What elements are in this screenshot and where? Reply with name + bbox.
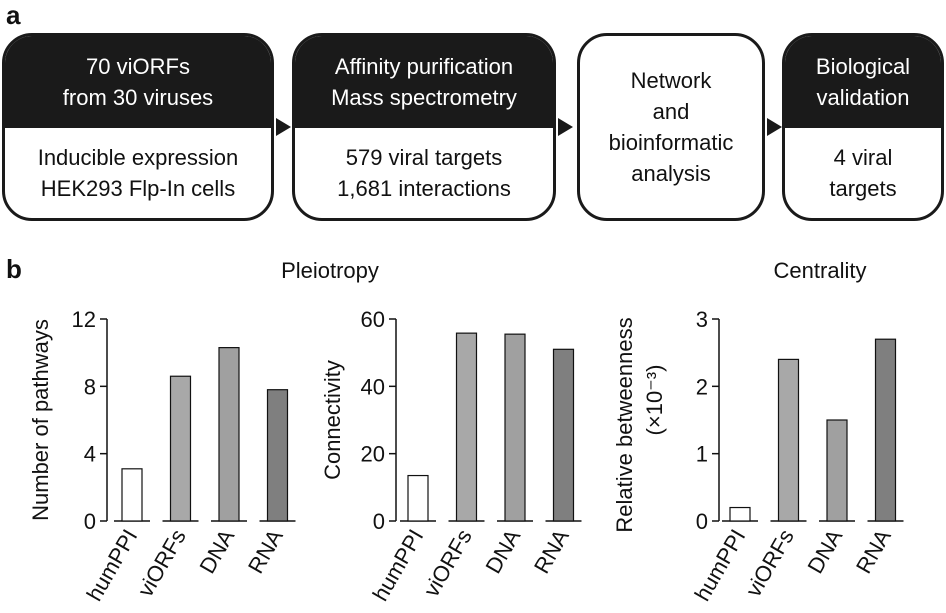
betweenness-y-axis-label: Relative betweenness: [612, 317, 637, 532]
flow-step-header: Affinity purification Mass spectrometry: [295, 36, 553, 128]
flow-arrow: [276, 118, 291, 136]
flow-step-body-line: analysis: [631, 161, 711, 186]
flow-step-body-line: 579 viral targets: [345, 145, 503, 170]
flow-step-body-line: and: [652, 99, 690, 124]
flow-step-header: 70 viORFs from 30 viruses: [5, 36, 271, 128]
betweenness-bar-viorfs: [777, 358, 800, 522]
flow-step-body: Inducible expression HEK293 Flp-In cells: [5, 128, 271, 218]
betweenness-y-tick-label: 0: [696, 509, 708, 534]
pleiotropy-title: Pleiotropy: [281, 258, 379, 283]
connectivity-x-tick-label: humPPI: [368, 525, 429, 605]
betweenness-y-tick-label: 1: [696, 442, 708, 467]
betweenness-bar-rna: [874, 338, 897, 522]
connectivity-bar-viorfs: [455, 332, 478, 522]
pathways-y-tick-label: 12: [72, 307, 96, 332]
pathways-y-axis-label: Number of pathways: [28, 319, 53, 521]
pathways-x-tick-label: RNA: [243, 525, 288, 578]
betweenness-x-tick-label: viORFs: [741, 525, 799, 601]
connectivity-x-tick-label: DNA: [480, 525, 525, 578]
betweenness-x-tick-label: DNA: [802, 525, 847, 578]
pathways-y-tick-label: 4: [84, 442, 96, 467]
pathways-y-tick-label: 8: [84, 374, 96, 399]
flow-step-header-line: validation: [816, 85, 910, 110]
connectivity-y-tick-label: 40: [361, 374, 385, 399]
connectivity-bar-rna: [552, 348, 575, 522]
flow-step-header-line: from 30 viruses: [62, 85, 214, 110]
pathways-bar-viorfs: [169, 375, 192, 522]
pathways-x-tick-label: DNA: [194, 525, 239, 578]
flow-step-header-line: Biological: [815, 54, 911, 79]
panel-a-label: a: [6, 0, 21, 30]
flow-step-network: Network and bioinformatic analysis: [577, 33, 765, 221]
flow-step-header-line: Mass spectrometry: [331, 85, 517, 110]
betweenness-bar-dna: [826, 419, 848, 522]
flow-step-body-line: bioinformatic: [608, 130, 734, 155]
connectivity-bar-humppi: [407, 474, 429, 522]
connectivity-x-tick-label: RNA: [529, 525, 574, 578]
flow-step-body-line: 4 viral: [833, 145, 893, 170]
pathways-x-tick-label: humPPI: [82, 525, 143, 605]
pathways-bar-dna: [218, 347, 240, 522]
betweenness-x-tick-label: RNA: [851, 525, 896, 578]
flow-step-validation: Biological validation 4 viral targets: [782, 33, 944, 221]
flow-step-expression: 70 viORFs from 30 viruses Inducible expr…: [2, 33, 274, 221]
connectivity-y-tick-label: 0: [373, 509, 385, 534]
flow-arrow: [558, 118, 573, 136]
connectivity-bar-dna: [504, 333, 526, 522]
flow-step-affinity: Affinity purification Mass spectrometry …: [292, 33, 556, 221]
flow-step-body: 4 viral targets: [785, 128, 941, 218]
flow-step-header-line: Affinity purification: [334, 54, 514, 79]
pathways-x-tick-label: viORFs: [133, 525, 191, 601]
flow-step-body-line: HEK293 Flp-In cells: [40, 176, 236, 201]
flow-step-header-line: 70 viORFs: [86, 54, 190, 79]
betweenness-y-tick-label: 2: [696, 374, 708, 399]
pathways-y-tick-label: 0: [84, 509, 96, 534]
centrality-title: Centrality: [773, 258, 867, 283]
flow-step-body-line: Inducible expression: [37, 145, 239, 170]
connectivity-x-tick-label: viORFs: [419, 525, 477, 601]
flow-step-body: Network and bioinformatic analysis: [580, 36, 762, 218]
flow-step-body-line: Network: [630, 68, 712, 93]
betweenness-y-axis-unit-label: (×10⁻³): [642, 365, 667, 436]
pathways-bar-humppi: [121, 468, 143, 522]
panel-b-label: b: [6, 254, 22, 284]
pathways-bar-rna: [266, 389, 289, 522]
flow-step-body-line: targets: [829, 176, 897, 201]
flow-arrow: [767, 118, 782, 136]
connectivity-y-tick-label: 60: [361, 307, 385, 332]
betweenness-x-tick-label: humPPI: [690, 525, 751, 605]
flow-step-header: Biological validation: [785, 36, 941, 128]
betweenness-bar-humppi: [729, 506, 751, 522]
flow-step-body-line: 1,681 interactions: [337, 176, 511, 201]
connectivity-y-axis-label: Connectivity: [320, 360, 345, 480]
connectivity-y-tick-label: 20: [361, 442, 385, 467]
betweenness-y-tick-label: 3: [696, 307, 708, 332]
flow-step-body: 579 viral targets 1,681 interactions: [295, 128, 553, 218]
